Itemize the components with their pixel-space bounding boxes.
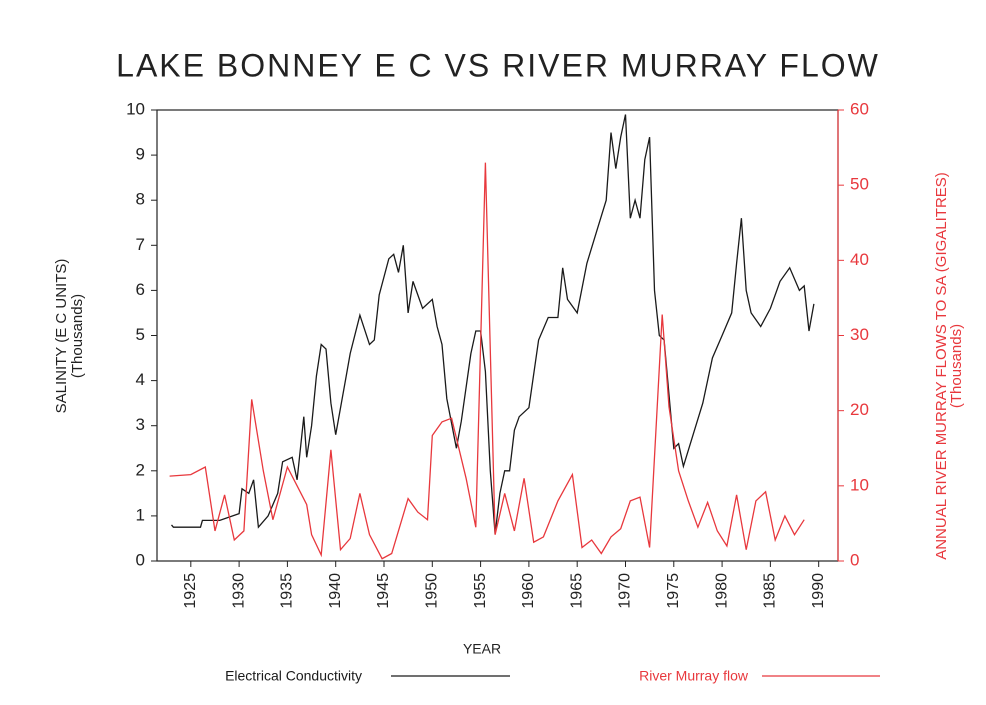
legend-label: Electrical Conductivity <box>225 668 362 684</box>
y-tick-label: 2 <box>136 460 145 479</box>
x-tick-label: 1960 <box>520 573 537 609</box>
y-axis-label: (Thousands) <box>69 294 86 378</box>
y2-tick-label: 60 <box>850 99 869 118</box>
x-tick-label: 1990 <box>810 573 827 609</box>
x-tick-label: 1965 <box>568 573 585 609</box>
x-tick-label: 1985 <box>762 573 779 609</box>
plot-frame <box>156 109 839 562</box>
x-tick-label: 1975 <box>665 573 682 609</box>
x-tick-label: 1940 <box>327 573 344 609</box>
y2-axis-label: (Thousands) <box>948 324 965 408</box>
series-line <box>170 114 815 534</box>
y2-tick-label: 40 <box>850 250 869 269</box>
x-tick-label: 1925 <box>182 573 199 609</box>
x-tick-label: 1950 <box>424 573 441 609</box>
y-tick-label: 4 <box>136 370 145 389</box>
y-tick-label: 7 <box>136 235 145 254</box>
y2-tick-label: 10 <box>850 475 869 494</box>
x-tick-label: 1980 <box>713 573 730 609</box>
x-tick-label: 1930 <box>230 573 247 609</box>
y2-tick-label: 50 <box>850 175 869 194</box>
y-tick-label: 5 <box>136 325 145 344</box>
x-tick-label: 1935 <box>279 573 296 609</box>
y-axis-label: SALINITY (E C UNITS) <box>53 259 70 414</box>
x-tick-label: 1955 <box>472 573 489 609</box>
y-tick-label: 6 <box>136 280 145 299</box>
x-tick-label: 1945 <box>375 573 392 609</box>
y2-tick-label: 0 <box>850 550 859 569</box>
y2-tick-label: 30 <box>850 325 869 344</box>
y2-axis-label: ANNUAL RIVER MURRAY FLOWS TO SA (GIGALIT… <box>933 172 950 560</box>
y-tick-label: 1 <box>136 505 145 524</box>
y-tick-label: 10 <box>126 99 145 118</box>
chart-title: LAKE BONNEY E C VS RIVER MURRAY FLOW <box>116 47 880 83</box>
x-axis-label: YEAR <box>463 641 501 657</box>
y-tick-label: 8 <box>136 190 145 209</box>
series-line <box>169 162 805 560</box>
y-tick-label: 0 <box>136 550 145 569</box>
y-tick-label: 9 <box>136 145 145 164</box>
x-tick-label: 1970 <box>617 573 634 609</box>
legend-label: River Murray flow <box>639 668 749 684</box>
y2-tick-label: 20 <box>850 400 869 419</box>
y-tick-label: 3 <box>136 415 145 434</box>
